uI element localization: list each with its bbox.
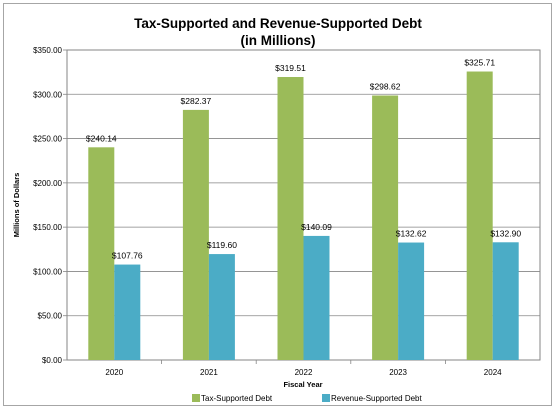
bars (88, 71, 519, 361)
legend-swatch-tax (192, 394, 200, 402)
legend-swatch-revenue (322, 394, 330, 402)
bar-revenue-2020 (114, 264, 141, 360)
x-axis-ticks: 2020 2021 2022 2023 2024 (105, 360, 502, 377)
bar-tax-2021 (182, 109, 209, 361)
bar-tax-2023 (372, 95, 399, 361)
legend-label-revenue: Revenue-Supported Debt (331, 394, 423, 403)
bar-revenue-2023 (398, 242, 425, 360)
chart-title: Tax-Supported and Revenue-Supported Debt (134, 16, 422, 31)
data-label-tax-2020: $240.14 (86, 133, 117, 143)
y-tick-label: $100.00 (33, 267, 62, 276)
data-label-tax-2024: $325.71 (464, 58, 495, 68)
bar-tax-2024 (466, 71, 493, 360)
data-label-revenue-2023: $132.62 (396, 229, 427, 239)
x-tick-label-2021: 2021 (200, 368, 218, 377)
y-tick-label: $250.00 (33, 135, 62, 144)
bar-revenue-2024 (492, 242, 519, 360)
y-tick-label: $350.00 (33, 46, 62, 55)
chart-subtitle: (in Millions) (241, 33, 316, 48)
bar-revenue-2022 (303, 235, 330, 360)
y-tick-label: $300.00 (33, 90, 62, 99)
x-tick-label-2020: 2020 (105, 368, 123, 377)
y-tick-label: $0.00 (42, 356, 63, 365)
legend-label-tax: Tax-Supported Debt (201, 394, 273, 403)
data-label-tax-2023: $298.62 (370, 82, 401, 92)
data-label-revenue-2021: $119.60 (207, 240, 237, 250)
data-label-revenue-2024: $132.90 (490, 228, 521, 238)
data-label-tax-2022: $319.51 (275, 63, 306, 73)
data-label-revenue-2022: $140.09 (301, 222, 332, 232)
data-label-revenue-2020: $107.76 (112, 251, 143, 261)
bar-tax-2022 (277, 77, 304, 360)
y-tick-label: $50.00 (38, 312, 63, 321)
x-axis-title: Fiscal Year (283, 380, 322, 389)
y-axis-ticks: $0.00 $50.00 $100.00 $150.00 $200.00 $250.00 $… (33, 46, 67, 365)
bar-revenue-2021 (208, 254, 235, 360)
legend: Tax-Supported Debt Revenue-Supported Deb… (192, 394, 423, 403)
data-labels: $240.14 $107.76 $282.37 $119.60 $319.51 $140.… (86, 58, 521, 261)
x-tick-label-2024: 2024 (484, 368, 502, 377)
data-label-tax-2021: $282.37 (181, 96, 212, 106)
y-axis-title: Millions of Dollars (12, 173, 21, 238)
bar-tax-2020 (88, 147, 115, 360)
x-tick-label-2022: 2022 (295, 368, 313, 377)
y-tick-label: $200.00 (33, 179, 62, 188)
x-tick-label-2023: 2023 (389, 368, 407, 377)
y-tick-label: $150.00 (33, 223, 62, 232)
